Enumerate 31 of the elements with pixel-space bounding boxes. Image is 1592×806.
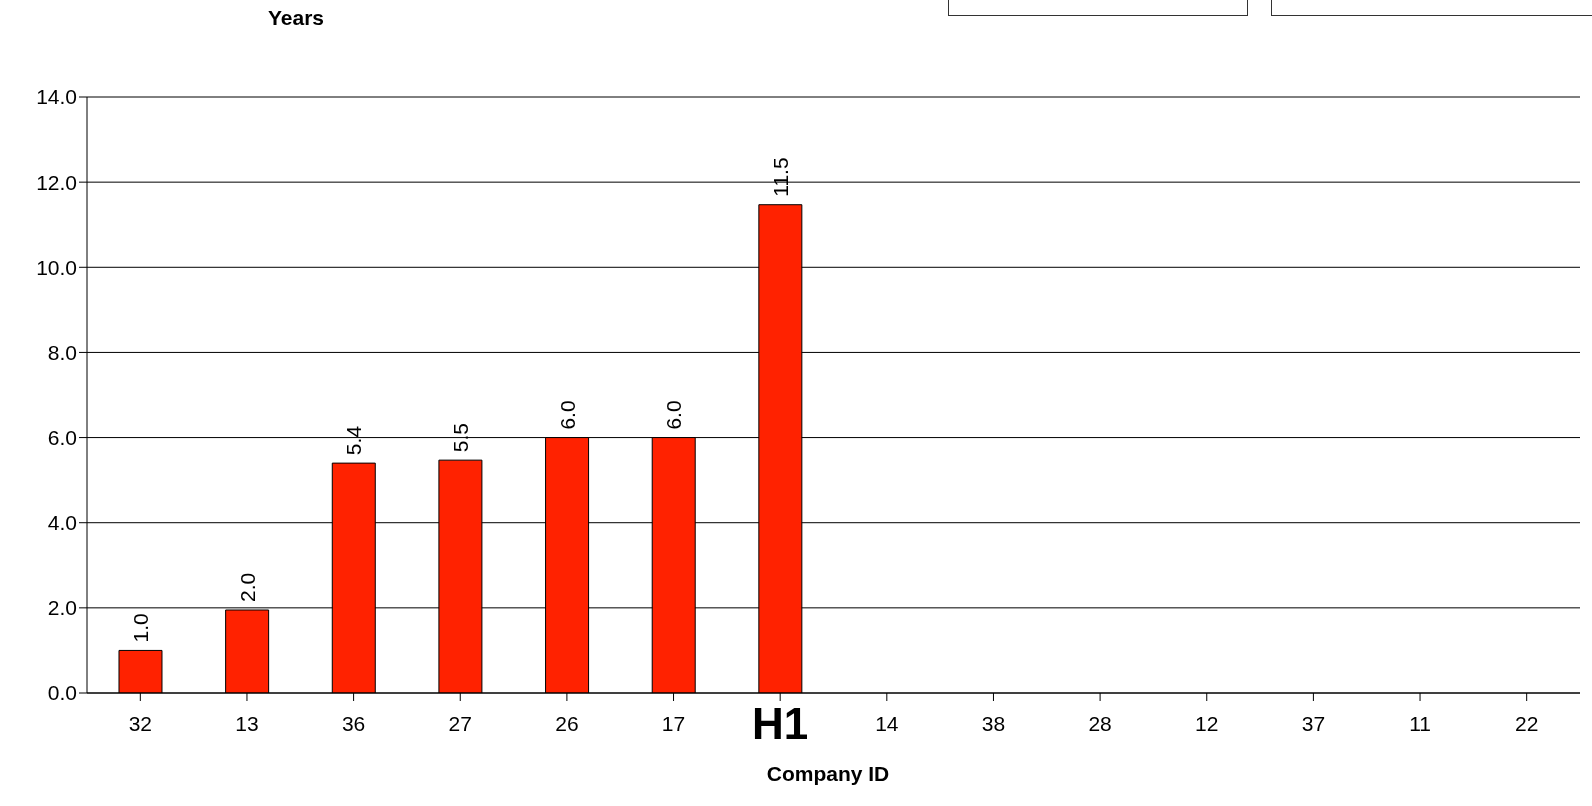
x-tick-label: 27 (448, 712, 472, 735)
y-tick-label: 8.0 (47, 340, 77, 364)
y-tick-label: 4.0 (47, 511, 77, 535)
data-label: 5.4 (342, 425, 366, 456)
y-axis-title: Years (266, 6, 326, 30)
x-tick-label: 13 (235, 712, 259, 735)
y-tick-label: 6.0 (47, 426, 77, 450)
y-tick-label: 10.0 (36, 255, 77, 279)
x-tick-label: 12 (1195, 712, 1219, 735)
y-tick-label: 12.0 (36, 170, 77, 194)
x-tick-label: 11 (1409, 712, 1431, 735)
x-tick-label: 32 (128, 712, 152, 735)
y-tick-label: 2.0 (47, 596, 77, 620)
x-tick-label: 14 (875, 712, 899, 735)
data-label: 5.5 (448, 422, 472, 453)
data-label: 11.5 (768, 157, 792, 197)
data-label: 6.0 (662, 400, 686, 430)
x-tick-label: 22 (1515, 712, 1539, 735)
x-tick-label: 28 (1088, 712, 1112, 735)
x-tick-label: 37 (1301, 712, 1326, 735)
x-axis-title: Company ID (765, 762, 891, 786)
x-tick-label: 17 (661, 712, 686, 735)
data-label: 6.0 (555, 400, 579, 430)
x-tick-label: 38 (981, 712, 1006, 735)
data-label: 1.0 (128, 613, 152, 643)
y-tick-label: 14.0 (36, 85, 77, 109)
x-tick-label: H1 (752, 699, 809, 748)
data-label: 2.0 (235, 572, 259, 602)
y-tick-label: 0.0 (47, 681, 77, 705)
x-tick-label: 26 (555, 712, 579, 735)
x-tick-label: 36 (341, 712, 366, 735)
